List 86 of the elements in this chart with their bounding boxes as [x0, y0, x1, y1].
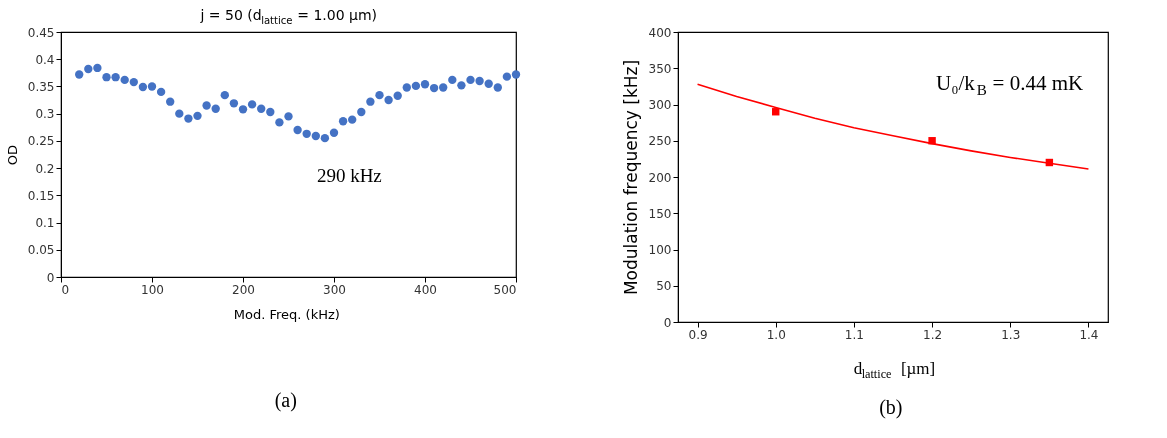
text: (a) [274, 389, 297, 412]
x-tick-label: 1.3 [1001, 327, 1021, 342]
y-tick-label: 0.3 [35, 107, 55, 122]
y-tick-label: 250 [648, 134, 672, 149]
point [284, 112, 293, 121]
x-tick-label: 1.2 [923, 327, 943, 342]
point [120, 75, 129, 85]
x-tick-label: 1.1 [844, 327, 864, 342]
point [493, 83, 502, 92]
point [266, 107, 275, 117]
y-axis-title: OD [4, 144, 20, 166]
y-tick-label: 0.35 [27, 79, 55, 94]
point [348, 115, 357, 124]
y-tick-label: 0.2 [35, 161, 55, 176]
y-tick-label: 100 [648, 243, 672, 257]
point [211, 104, 220, 113]
point [138, 82, 148, 92]
point [338, 117, 348, 126]
point [193, 111, 202, 121]
y-tick-label: 200 [648, 170, 672, 185]
y-tick-label: 0.1 [35, 216, 55, 231]
point [420, 80, 430, 89]
point [393, 91, 402, 100]
point [448, 75, 457, 85]
point [502, 72, 512, 81]
point [466, 75, 475, 85]
point [429, 83, 439, 93]
point [166, 97, 175, 106]
point [484, 79, 493, 88]
point [329, 128, 339, 137]
x-tick-label: 0 [61, 282, 70, 297]
point [475, 76, 484, 86]
x-tick-label: 1.0 [766, 327, 786, 342]
y-tick-label: 400 [648, 25, 672, 40]
point [184, 114, 193, 123]
x-axis-title: Mod. Freq. (kHz) [233, 307, 340, 322]
point [320, 133, 330, 143]
point [238, 105, 248, 114]
y-tick-label: 0.45 [27, 25, 55, 40]
point [366, 97, 375, 106]
point [111, 73, 120, 82]
y-tick-label: 300 [648, 98, 672, 112]
point [257, 104, 266, 113]
point [229, 99, 239, 108]
x-tick-label: 300 [323, 282, 346, 297]
y-tick-label: 50 [656, 279, 672, 294]
x-tick-label: 100 [141, 282, 164, 297]
point [202, 101, 211, 110]
point [439, 83, 448, 92]
point [84, 64, 93, 74]
point [220, 90, 229, 100]
point [247, 100, 257, 109]
point [411, 81, 421, 91]
point [293, 125, 302, 135]
point [302, 129, 311, 138]
y-axis-title: Modulation frequency [kHz] [620, 59, 641, 296]
point [357, 107, 366, 117]
point [147, 82, 157, 91]
x-tick-label: 500 [493, 282, 517, 297]
point [102, 73, 111, 82]
y-tick-label: 0.4 [35, 52, 55, 67]
point [402, 83, 411, 92]
point [457, 81, 466, 90]
point [511, 70, 521, 79]
x-tick-label: 200 [232, 282, 255, 297]
annotation: 290 kHz [316, 165, 382, 187]
point [156, 87, 166, 97]
x-tick-label: 0.9 [688, 327, 708, 342]
text: (b) [879, 396, 903, 419]
y-tick-label: 0.25 [27, 134, 55, 149]
x-tick-label: 400 [414, 282, 437, 297]
point [384, 95, 393, 105]
y-tick-label: 0 [46, 270, 55, 285]
y-tick-label: 0 [663, 315, 672, 330]
point [375, 90, 384, 100]
point [93, 63, 102, 73]
y-tick-label: 0.05 [27, 243, 55, 258]
point [275, 118, 284, 127]
point [311, 131, 320, 141]
y-tick-label: 350 [648, 61, 672, 76]
y-tick-label: 0.15 [27, 188, 55, 203]
point [129, 77, 138, 87]
x-tick-label: 1.4 [1079, 327, 1099, 342]
y-tick-label: 150 [648, 206, 672, 221]
point [75, 70, 84, 79]
point [175, 109, 184, 118]
